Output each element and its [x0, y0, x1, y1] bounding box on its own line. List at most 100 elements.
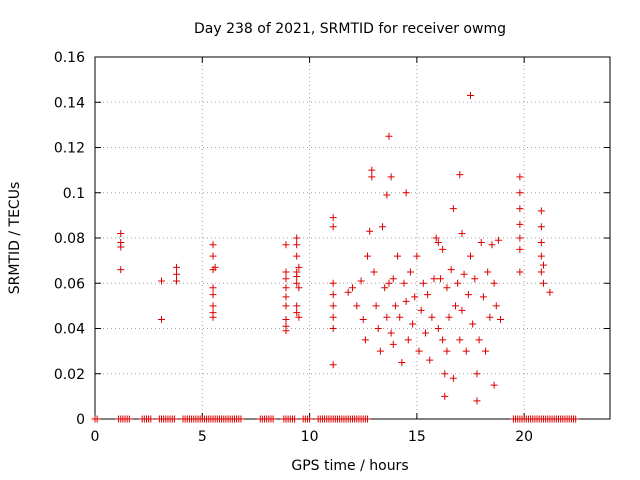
- data-point: [452, 302, 459, 310]
- data-point: [413, 252, 421, 260]
- data-point: [516, 189, 524, 197]
- data-point: [398, 358, 406, 366]
- x-axis-label: GPS time / hours: [291, 458, 408, 474]
- data-point: [387, 173, 395, 181]
- data-point: [402, 297, 410, 305]
- chart-title: Day 238 of 2021, SRMTID for receiver owm…: [194, 21, 506, 37]
- data-point: [471, 275, 479, 283]
- data-point: [209, 302, 217, 310]
- data-point: [293, 309, 301, 317]
- zero-point: [572, 415, 580, 423]
- data-point: [516, 173, 524, 181]
- data-point: [374, 325, 382, 332]
- data-point: [209, 291, 217, 299]
- data-point: [282, 327, 290, 335]
- data-point: [394, 252, 402, 260]
- data-point: [430, 275, 438, 283]
- data-point: [117, 266, 125, 274]
- data-point: [396, 313, 404, 321]
- data-point: [516, 220, 524, 228]
- data-point: [516, 234, 524, 242]
- data-point: [484, 268, 492, 276]
- data-point: [434, 325, 442, 332]
- data-point: [329, 361, 337, 369]
- data-point: [445, 313, 453, 321]
- data-point: [173, 270, 181, 278]
- data-point: [387, 329, 395, 337]
- data-point: [209, 241, 217, 249]
- data-point: [424, 291, 432, 299]
- data-point: [209, 252, 217, 260]
- data-point: [490, 279, 498, 287]
- data-point: [537, 239, 545, 247]
- data-point: [329, 291, 337, 299]
- data-point: [428, 313, 436, 321]
- data-point: [282, 284, 290, 292]
- data-point: [467, 91, 475, 99]
- data-point: [464, 291, 472, 299]
- data-point: [488, 241, 496, 249]
- data-point: [293, 272, 301, 280]
- y-tick-labels: 0 0.02 0.04 0.06 0.08 0.1 0.12 0.14 0.16: [54, 50, 85, 428]
- data-point: [329, 223, 337, 231]
- zero-point: [170, 415, 178, 423]
- data-point: [370, 268, 378, 276]
- data-point: [537, 268, 545, 276]
- data-point: [402, 189, 410, 197]
- zero-point: [364, 415, 372, 423]
- data-point: [329, 302, 337, 310]
- data-point: [473, 370, 481, 378]
- data-point: [409, 320, 417, 328]
- zero-point: [93, 415, 101, 423]
- data-point: [329, 325, 337, 332]
- data-point: [467, 252, 475, 260]
- data-point: [469, 320, 477, 328]
- y-tick-label: 0.04: [54, 322, 85, 338]
- data-point: [516, 268, 524, 276]
- data-point: [460, 270, 468, 278]
- data-point: [537, 207, 545, 215]
- x-tick-label: 15: [408, 429, 426, 445]
- data-point: [537, 223, 545, 231]
- data-point: [361, 336, 369, 344]
- data-point: [295, 284, 303, 292]
- data-point: [404, 336, 412, 344]
- data-point: [385, 279, 393, 287]
- data-point: [436, 275, 444, 283]
- data-point: [282, 293, 290, 301]
- data-point: [497, 315, 505, 323]
- x-tick-label: 0: [91, 429, 100, 445]
- data-point: [353, 302, 361, 310]
- data-point: [295, 313, 303, 321]
- y-axis-label: SRMTID / TECUs: [7, 182, 23, 295]
- data-point: [293, 241, 301, 249]
- data-point: [539, 279, 547, 287]
- axis-ticks: [94, 56, 610, 420]
- data-point: [421, 329, 429, 337]
- data-point: [173, 263, 181, 271]
- data-point: [282, 275, 290, 283]
- data-point: [158, 315, 166, 323]
- data-point: [381, 284, 389, 292]
- data-point: [516, 245, 524, 253]
- y-tick-label: 0.02: [54, 367, 85, 383]
- zero-point: [291, 415, 299, 423]
- data-point: [389, 340, 397, 348]
- data-point: [539, 261, 547, 269]
- data-point: [473, 397, 481, 405]
- data-point: [329, 214, 337, 222]
- data-point: [293, 252, 301, 260]
- data-point: [293, 234, 301, 242]
- grid-lines: [95, 57, 610, 419]
- data-point: [439, 245, 447, 253]
- data-point: [537, 252, 545, 260]
- data-point: [282, 268, 290, 276]
- data-point: [494, 236, 502, 244]
- data-point: [368, 173, 376, 181]
- data-point: [462, 347, 470, 355]
- zero-point: [306, 415, 314, 423]
- data-point: [419, 279, 427, 287]
- data-point: [359, 315, 367, 323]
- data-point: [411, 293, 419, 301]
